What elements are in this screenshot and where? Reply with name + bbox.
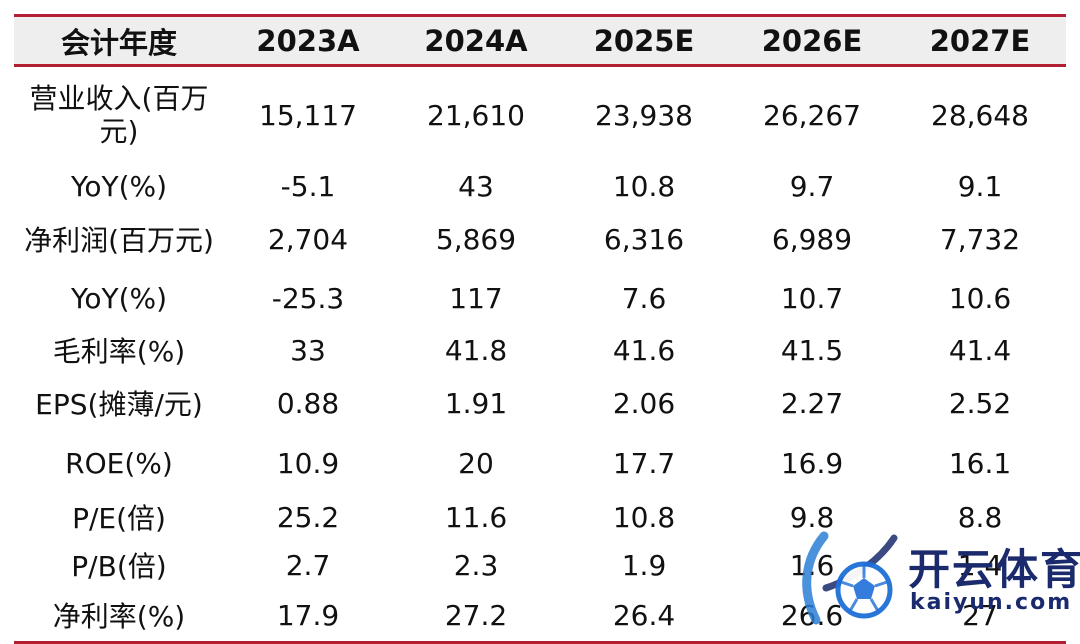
watermark-sub: kaiyun.com — [910, 590, 1073, 615]
table-cell: 2.3 — [453, 548, 499, 582]
row-label: ROE(%) — [65, 446, 173, 480]
row-label-line-1: 营业收入(百万 — [29, 82, 209, 115]
table-cell: 27 — [962, 598, 998, 632]
table-cell: 9.1 — [957, 169, 1003, 203]
header-rule — [14, 64, 1066, 67]
table-cell: -25.3 — [271, 281, 345, 315]
table-cell: 21,610 — [427, 98, 525, 132]
table-cell: 10.7 — [780, 281, 844, 315]
table-cell: 7.6 — [621, 281, 667, 315]
table-cell: 41.4 — [948, 333, 1012, 367]
header-cell-2024a: 2024A — [424, 23, 528, 58]
table-row-revenue-yoy: YoY(%) -5.1 43 10.8 9.7 9.1 — [14, 163, 1066, 209]
table-cell: 5,869 — [435, 222, 517, 256]
table-cell: 10.8 — [612, 169, 676, 203]
watermark-brand: 开云体育 — [908, 545, 1080, 594]
table-cell: -5.1 — [280, 169, 336, 203]
table-cell: 41.6 — [612, 333, 676, 367]
table-cell: 25.2 — [276, 500, 340, 534]
table-cell: 2.7 — [285, 548, 331, 582]
table-cell: 33 — [290, 333, 326, 367]
table-cell: 17.9 — [276, 598, 340, 632]
table-row-net-profit-yoy: YoY(%) -25.3 117 7.6 10.7 10.6 — [14, 269, 1066, 327]
table-cell: 2,704 — [267, 222, 349, 256]
table-header-row: 会计年度 2023A 2024A 2025E 2026E 2027E — [14, 17, 1066, 64]
row-label-line-2: 元) — [99, 115, 139, 148]
table-cell: 9.8 — [789, 500, 835, 534]
row-label: 营业收入(百万 元) — [14, 82, 224, 148]
table-cell: 2.52 — [948, 386, 1012, 420]
row-label: YoY(%) — [70, 169, 168, 203]
table-cell: 26.4 — [612, 598, 676, 632]
table-cell: 28,648 — [931, 98, 1029, 132]
table-cell: 11.6 — [444, 500, 508, 534]
table-cell: 9.7 — [789, 169, 835, 203]
table-cell: 15,117 — [259, 98, 357, 132]
row-label: P/E(倍) — [72, 502, 166, 535]
row-label: 净利率(%) — [52, 600, 186, 633]
table-cell: 27.2 — [444, 598, 508, 632]
table-cell: 17.7 — [612, 446, 676, 480]
table-cell: 10.8 — [612, 500, 676, 534]
table-cell: 16.1 — [948, 446, 1012, 480]
row-label: 净利润(百万元) — [24, 224, 214, 257]
kaiyun-watermark-logo: 开云体育 kaiyun.com — [786, 528, 1080, 628]
table-cell: 6,316 — [603, 222, 685, 256]
table-cell: 26,267 — [763, 98, 861, 132]
header-cell-2023a: 2023A — [256, 23, 360, 58]
table-row-gross-margin: 毛利率(%) 33 41.8 41.6 41.5 41.4 — [14, 327, 1066, 373]
table-cell: 1.91 — [444, 386, 508, 420]
table-row-roe: ROE(%) 10.9 20 17.7 16.9 16.1 — [14, 433, 1066, 493]
table-cell: 2.27 — [780, 386, 844, 420]
row-label: 毛利率(%) — [52, 335, 186, 368]
row-label: YoY(%) — [70, 281, 168, 315]
header-cell-2026e: 2026E — [761, 23, 863, 58]
table-cell: 41.8 — [444, 333, 508, 367]
table-cell: 0.88 — [276, 386, 340, 420]
table-cell: 117 — [449, 281, 503, 315]
table-cell: 6,989 — [771, 222, 853, 256]
table-cell: 8.8 — [957, 500, 1003, 534]
header-cell-year: 会计年度 — [60, 25, 177, 60]
row-label: P/B(倍) — [71, 550, 167, 583]
table-row-pe: P/E(倍) 25.2 11.6 10.8 9.8 8.8 — [14, 493, 1066, 541]
table-cell: 16.9 — [780, 446, 844, 480]
table-cell: 20 — [458, 446, 494, 480]
table-row-eps: EPS(摊薄/元) 0.88 1.91 2.06 2.27 2.52 — [14, 373, 1066, 433]
table-cell: 7,732 — [939, 222, 1021, 256]
header-cell-2025e: 2025E — [593, 23, 695, 58]
table-cell: 43 — [458, 169, 494, 203]
table-cell: 2.06 — [612, 386, 676, 420]
table-row-net-profit: 净利润(百万元) 2,704 5,869 6,316 6,989 7,732 — [14, 209, 1066, 269]
kaiyun-logo-icon — [802, 531, 898, 625]
row-label: EPS(摊薄/元) — [35, 388, 203, 421]
table-cell: 1.4 — [957, 548, 1003, 582]
header-cell-2027e: 2027E — [929, 23, 1031, 58]
table-cell: 10.9 — [276, 446, 340, 480]
table-cell: 41.5 — [780, 333, 844, 367]
table-cell: 23,938 — [595, 98, 693, 132]
top-rule — [14, 14, 1066, 17]
table-row-revenue: 营业收入(百万 元) 15,117 21,610 23,938 26,267 2… — [14, 67, 1066, 163]
table-row-net-margin: 净利率(%) 17.9 27.2 26.4 26.6 27 — [14, 589, 1066, 641]
table-cell: 1.9 — [621, 548, 667, 582]
table-cell: 10.6 — [948, 281, 1012, 315]
